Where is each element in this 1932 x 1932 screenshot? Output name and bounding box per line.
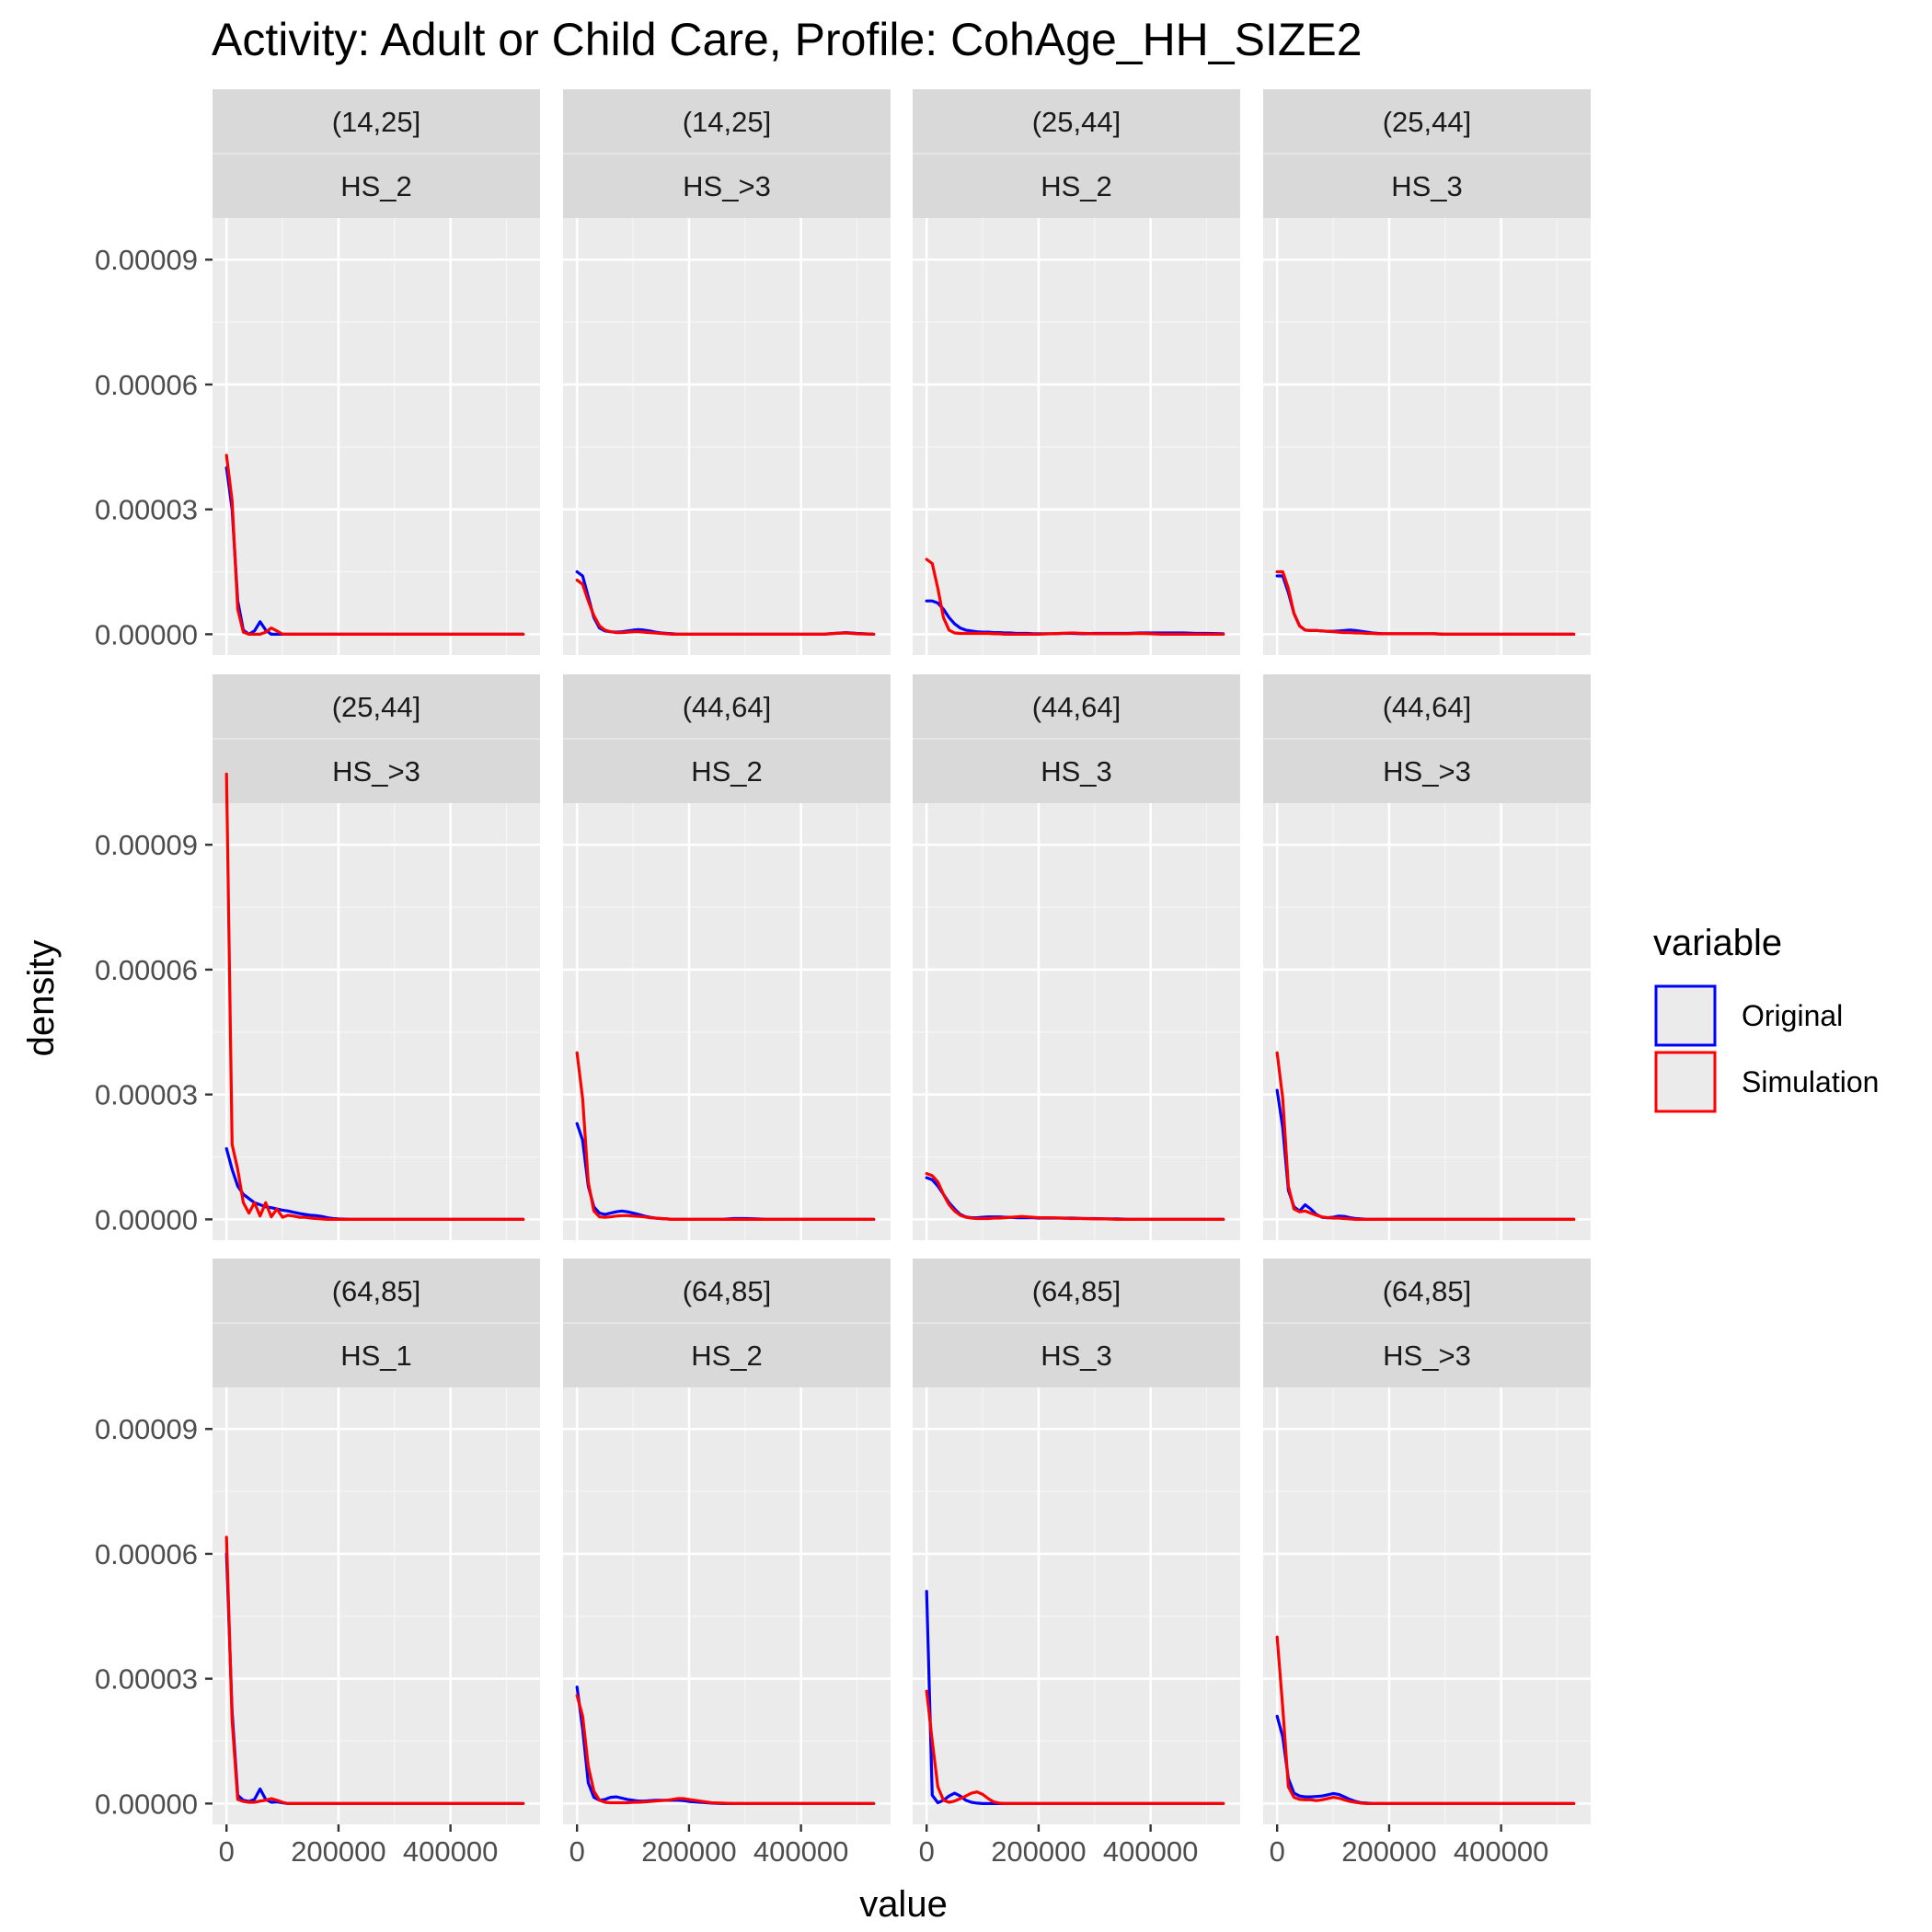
- x-tick-label: 400000: [753, 1835, 848, 1868]
- strip-label-age: (44,64]: [683, 691, 772, 723]
- strip-label-hh-size: HS_>3: [332, 755, 420, 788]
- x-tick-label: 200000: [1341, 1835, 1436, 1868]
- y-tick-label: 0.00009: [95, 1413, 198, 1445]
- y-tick-label: 0.00006: [95, 369, 198, 401]
- legend: variable Original Simulation: [1653, 923, 1879, 1113]
- x-tick-label: 200000: [291, 1835, 385, 1868]
- panel-background: [563, 1387, 891, 1824]
- x-tick-label: 400000: [1103, 1835, 1198, 1868]
- facet-panel: (25,44] HS_3: [1263, 89, 1591, 655]
- y-tick-label: 0.00003: [95, 494, 198, 526]
- x-tick-label: 0: [569, 1835, 585, 1868]
- facet-panel: (25,44] HS_2: [913, 89, 1240, 655]
- series-line-simulation: [925, 1171, 1225, 1222]
- panel-background: [913, 218, 1240, 655]
- strip-label-hh-size: HS_>3: [1383, 755, 1471, 788]
- strip-label-hh-size: HS_2: [691, 755, 763, 788]
- strip-label-hh-size: HS_2: [340, 170, 412, 202]
- y-tick-label: 0.00000: [95, 1788, 198, 1820]
- x-tick-label: 400000: [1454, 1835, 1548, 1868]
- series-line-simulation: [575, 1694, 876, 1806]
- strip-label-age: (14,25]: [332, 106, 421, 138]
- facet-panel: (64,85] HS_>3 0 200000 400000: [1263, 1259, 1591, 1868]
- series-line-simulation: [925, 558, 1225, 637]
- panel-background: [913, 803, 1240, 1240]
- facet-panel: (64,85] HS_2 0 200000 400000: [563, 1259, 891, 1868]
- panel-background: [563, 803, 891, 1240]
- panel-background: [213, 1387, 540, 1824]
- series-line-simulation: [224, 1535, 525, 1806]
- strip-label-hh-size: HS_2: [691, 1340, 763, 1372]
- panel-background: [213, 218, 540, 655]
- x-tick-label: 200000: [641, 1835, 736, 1868]
- facet-panel: (64,85] HS_3 0 200000 400000: [913, 1259, 1240, 1868]
- facet-panel: (64,85] HS_1 0.00000 0.00003 0.00006 0.00009 0…: [95, 1259, 540, 1868]
- series-line-simulation: [1275, 1051, 1576, 1222]
- series-line-simulation: [575, 578, 876, 637]
- strip-label-age: (25,44]: [332, 691, 421, 723]
- y-tick-label: 0.00009: [95, 829, 198, 861]
- facet-panel: (14,25] HS_2 0.00000 0.00003 0.00006 0.00009: [95, 89, 540, 655]
- strip-label-age: (44,64]: [1383, 691, 1472, 723]
- panel-background: [1263, 1387, 1591, 1824]
- strip-label-age: (25,44]: [1383, 106, 1472, 138]
- facet-panels: (14,25]HS_20.000000.000030.000060.00009(…: [95, 89, 1591, 1868]
- legend-label-original: Original: [1742, 999, 1843, 1032]
- legend-items: Original Simulation: [1654, 984, 1879, 1113]
- strip-label-age: (14,25]: [683, 106, 772, 138]
- facet-panel: (25,44] HS_>3 0.00000 0.00003 0.00006 0.00009: [95, 674, 540, 1240]
- strip-label-age: (64,85]: [332, 1275, 421, 1307]
- strip-label-age: (44,64]: [1032, 691, 1121, 723]
- panel-background: [1263, 803, 1591, 1240]
- strip-label-age: (64,85]: [1032, 1275, 1121, 1307]
- x-tick-label: 0: [219, 1835, 235, 1868]
- y-tick-label: 0.00009: [95, 244, 198, 276]
- legend-label-simulation: Simulation: [1742, 1065, 1879, 1098]
- strip-label-hh-size: HS_1: [340, 1340, 412, 1372]
- y-tick-label: 0.00000: [95, 618, 198, 650]
- x-tick-label: 400000: [403, 1835, 498, 1868]
- facet-panel: (14,25] HS_>3: [563, 89, 891, 655]
- y-tick-label: 0.00003: [95, 1079, 198, 1111]
- strip-label-hh-size: HS_3: [1041, 755, 1112, 788]
- strip-label-hh-size: HS_2: [1041, 170, 1112, 202]
- series-line-simulation: [1275, 569, 1576, 637]
- strip-label-age: (25,44]: [1032, 106, 1121, 138]
- series-line-simulation: [1275, 1635, 1576, 1806]
- y-tick-label: 0.00006: [95, 954, 198, 986]
- x-axis-title: value: [859, 1884, 948, 1925]
- y-axis-title: density: [21, 940, 62, 1057]
- y-tick-label: 0.00000: [95, 1203, 198, 1236]
- legend-key-original: [1654, 984, 1717, 1047]
- series-line-simulation: [575, 1051, 876, 1222]
- x-tick-label: 0: [919, 1835, 935, 1868]
- strip-label-age: (64,85]: [683, 1275, 772, 1307]
- series-line-simulation: [224, 772, 525, 1222]
- strip-label-hh-size: HS_3: [1391, 170, 1463, 202]
- series-line-simulation: [224, 454, 525, 637]
- x-tick-label: 200000: [991, 1835, 1086, 1868]
- legend-title: variable: [1653, 923, 1782, 963]
- facet-panel: (44,64] HS_3: [913, 674, 1240, 1240]
- y-tick-label: 0.00006: [95, 1538, 198, 1570]
- chart-title: Activity: Adult or Child Care, Profile: …: [212, 14, 1363, 65]
- panel-background: [213, 803, 540, 1240]
- legend-key-simulation: [1654, 1051, 1717, 1113]
- strip-label-age: (64,85]: [1383, 1275, 1472, 1307]
- panel-background: [1263, 218, 1591, 655]
- series-line-simulation: [925, 1689, 1225, 1806]
- strip-label-hh-size: HS_>3: [683, 170, 771, 202]
- panel-background: [563, 218, 891, 655]
- strip-label-hh-size: HS_>3: [1383, 1340, 1471, 1372]
- x-tick-label: 0: [1270, 1835, 1285, 1868]
- y-tick-label: 0.00003: [95, 1663, 198, 1696]
- facet-panel: (44,64] HS_>3: [1263, 674, 1591, 1240]
- strip-label-hh-size: HS_3: [1041, 1340, 1112, 1372]
- facet-panel: (44,64] HS_2: [563, 674, 891, 1240]
- panel-background: [913, 1387, 1240, 1824]
